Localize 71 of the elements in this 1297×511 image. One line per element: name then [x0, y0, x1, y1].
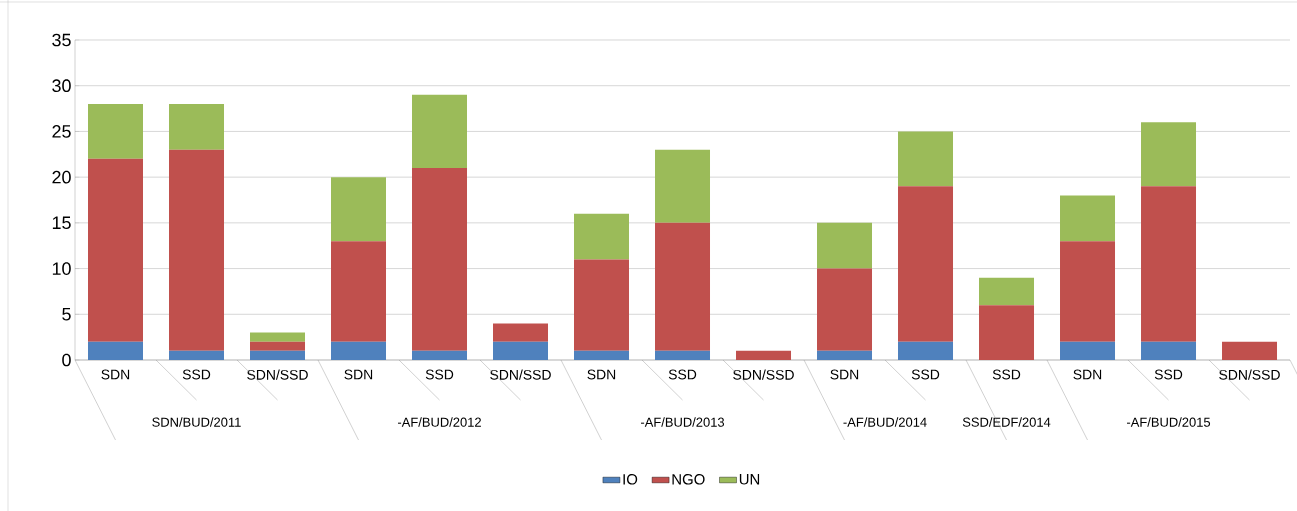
- bar: [817, 268, 873, 351]
- bar: [331, 341, 386, 360]
- bar: [898, 341, 954, 360]
- text: -AF/BUD/2012: [397, 417, 481, 427]
- y-tick-label: 30: [52, 79, 71, 93]
- x-tick-label: SDN/SSD: [733, 369, 794, 380]
- bar: [250, 341, 305, 351]
- bar: [331, 241, 386, 342]
- y-tick-label: 5: [62, 308, 71, 321]
- bar: [1060, 241, 1116, 342]
- x-tick-label: SDN/SSD: [1219, 369, 1280, 380]
- bar: [250, 350, 305, 360]
- y-tick-label: 20: [52, 170, 71, 184]
- text: SDN/BUD/2011: [152, 417, 241, 427]
- bar: [898, 131, 954, 187]
- bar: [1141, 341, 1197, 360]
- bar: [1141, 186, 1197, 342]
- bar: [1060, 195, 1116, 242]
- text: -AF/BUD/2014: [843, 417, 927, 427]
- bar: [331, 177, 386, 242]
- y-tick-label: 15: [52, 216, 71, 230]
- y-tick-label: 25: [52, 125, 71, 138]
- x-tick-label: SSD: [425, 369, 454, 380]
- bar: [250, 332, 305, 342]
- x-tick-label: SDN/SSD: [490, 369, 551, 380]
- x-tick-label: SDN: [830, 369, 859, 380]
- bar: [88, 341, 143, 360]
- y-tick-label: 0: [62, 353, 71, 367]
- text: -AF/BUD/2015: [1126, 417, 1211, 427]
- bar: [1060, 341, 1116, 360]
- bar: [412, 168, 467, 351]
- bar: [979, 305, 1035, 360]
- bar: [1222, 341, 1278, 360]
- bar: [169, 104, 224, 150]
- y-tick-label: 35: [52, 33, 71, 47]
- bar: [169, 149, 224, 351]
- bar: [169, 350, 224, 360]
- bar: [979, 277, 1035, 306]
- bar: [817, 222, 873, 269]
- legend-label: IO: [623, 474, 638, 485]
- bar: [655, 350, 711, 360]
- text: -AF/BUD/2013: [640, 417, 725, 427]
- y-tick-label: 10: [52, 262, 71, 275]
- x-tick-label: SDN/SSD: [247, 369, 308, 380]
- bar: [493, 323, 548, 342]
- bar: [736, 350, 792, 360]
- bar: [655, 222, 711, 351]
- bar: [655, 149, 711, 223]
- bar: [88, 158, 143, 342]
- legend-label: UN: [739, 474, 760, 485]
- bar: [493, 341, 548, 360]
- x-tick-label: SDN: [344, 369, 373, 380]
- bar: [1141, 122, 1197, 187]
- bar: [88, 104, 143, 159]
- bar: [574, 259, 630, 351]
- legend-label: NGO: [672, 474, 705, 485]
- x-tick-label: SSD: [1154, 369, 1183, 380]
- bar: [574, 213, 630, 260]
- x-tick-label: SSD: [911, 369, 940, 380]
- x-tick-label: SDN: [101, 369, 130, 380]
- x-tick-label: SDN: [1073, 369, 1102, 380]
- bar: [898, 186, 954, 342]
- bar: [574, 350, 630, 360]
- bar: [412, 350, 467, 360]
- bar: [817, 350, 873, 360]
- x-tick-label: SSD: [668, 369, 697, 380]
- x-tick-label: SSD: [992, 369, 1021, 380]
- bar: [412, 94, 467, 168]
- x-tick-label: SDN: [587, 369, 616, 380]
- text: SSD/EDF/2014: [962, 417, 1051, 427]
- x-tick-label: SSD: [182, 369, 211, 380]
